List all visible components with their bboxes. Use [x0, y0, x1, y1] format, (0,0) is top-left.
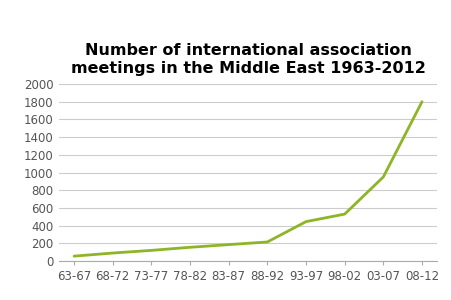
Title: Number of international association
meetings in the Middle East 1963-2012: Number of international association meet…: [71, 44, 425, 76]
